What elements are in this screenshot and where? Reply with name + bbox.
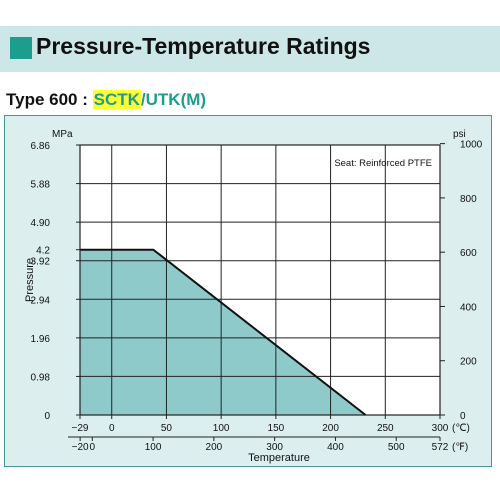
type-label: Type 600 : SCTK/UTK(M) bbox=[6, 90, 206, 110]
y-tick-label-psi: 800 bbox=[460, 194, 477, 205]
y-tick-label-psi: 1000 bbox=[460, 140, 483, 151]
seat-annotation: Seat: Reinforced PTFE bbox=[334, 158, 432, 169]
y-unit-psi: psi bbox=[453, 129, 466, 140]
type-separator: / bbox=[140, 90, 146, 109]
y-tick-label-psi: 200 bbox=[460, 357, 477, 368]
y-tick-label-mpa: 5.88 bbox=[31, 180, 51, 191]
x-tick-label-f: 572 bbox=[432, 442, 449, 453]
x-tick-label-c: 200 bbox=[322, 423, 339, 434]
type-prefix: Type 600 : bbox=[6, 90, 93, 109]
y-tick-label-mpa: 1.96 bbox=[31, 334, 51, 345]
x-tick-label-f: 200 bbox=[206, 442, 223, 453]
header-band bbox=[0, 26, 500, 72]
type-highlight: SCTK bbox=[92, 90, 141, 109]
y-tick-label-mpa: 4.90 bbox=[31, 218, 51, 229]
y-tick-label-psi: 600 bbox=[460, 248, 477, 259]
y-tick-label-mpa: 6.86 bbox=[31, 141, 51, 152]
y-tick-label-psi: 0 bbox=[460, 411, 466, 422]
x-tick-label-f: 500 bbox=[388, 442, 405, 453]
x-tick-label-c: 0 bbox=[109, 423, 115, 434]
y-unit-mpa: MPa bbox=[52, 129, 73, 140]
x-tick-label-c: 250 bbox=[377, 423, 394, 434]
x-tick-label-c: 300 bbox=[432, 423, 449, 434]
y-tick-label-mpa: 0.98 bbox=[31, 372, 51, 383]
type-rest: UTK(M) bbox=[145, 90, 207, 109]
x-unit-f: (℉) bbox=[452, 442, 468, 453]
x-tick-label-f: 100 bbox=[145, 442, 162, 453]
y-tick-label-mpa: 4.2 bbox=[36, 246, 50, 257]
x-tick-label-c: 50 bbox=[161, 423, 173, 434]
x-tick-label-f: −20 bbox=[72, 442, 89, 453]
plot-frame bbox=[79, 144, 441, 416]
y-tick-label-mpa: 3.92 bbox=[31, 257, 51, 268]
x-tick-label-c: 100 bbox=[213, 423, 230, 434]
x-tick-label-c: 150 bbox=[268, 423, 285, 434]
x-tick-label-f: 400 bbox=[327, 442, 344, 453]
y-tick-label-mpa: 2.94 bbox=[31, 295, 51, 306]
rating-area bbox=[80, 249, 366, 415]
x-tick-label-f: 0 bbox=[89, 442, 95, 453]
y-tick-label-mpa: 0 bbox=[44, 411, 50, 422]
y-tick-label-psi: 400 bbox=[460, 302, 477, 313]
y-axis-title: Pressure bbox=[24, 258, 36, 302]
x-tick-label-f: 300 bbox=[266, 442, 283, 453]
x-axis-title: Temperature bbox=[248, 452, 310, 464]
rating-line bbox=[80, 248, 367, 416]
header-square-icon bbox=[10, 37, 32, 59]
x-tick-label-c: −29 bbox=[72, 423, 89, 434]
page-title: Pressure-Temperature Ratings bbox=[36, 33, 371, 59]
x-unit-c: (℃) bbox=[452, 423, 470, 434]
